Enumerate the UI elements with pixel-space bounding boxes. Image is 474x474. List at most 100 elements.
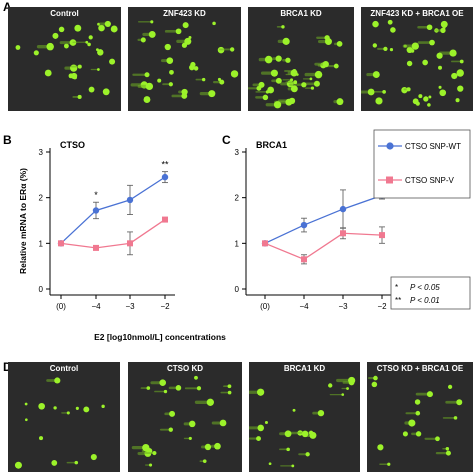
comet-head bbox=[447, 384, 453, 389]
data-point bbox=[340, 230, 346, 237]
comet-head bbox=[301, 82, 307, 88]
comet-image-control-a: Control bbox=[8, 7, 121, 111]
comet-head bbox=[438, 65, 443, 70]
comet-head bbox=[230, 70, 239, 78]
y-tick-label: 0 bbox=[235, 285, 240, 294]
comet-image-ctso-kd: CTSO KD bbox=[128, 362, 242, 472]
significance-symbol: * bbox=[395, 283, 398, 292]
significance-text: P < 0.05 bbox=[410, 283, 440, 292]
comet-head bbox=[428, 95, 432, 99]
comet-head bbox=[282, 37, 290, 45]
comet-head bbox=[181, 42, 188, 48]
series-line-1 bbox=[60, 219, 166, 249]
comet-dots bbox=[361, 19, 464, 107]
comet-head bbox=[149, 463, 153, 467]
comet-head bbox=[219, 419, 227, 427]
comet-head bbox=[188, 36, 192, 39]
comet-head bbox=[206, 398, 214, 406]
data-point bbox=[58, 240, 64, 247]
comet-head bbox=[275, 55, 282, 62]
significance-symbol: ** bbox=[395, 296, 401, 305]
comet-head bbox=[54, 377, 61, 384]
comet-head bbox=[275, 77, 282, 84]
comet-head bbox=[96, 68, 100, 71]
comet-head bbox=[189, 64, 195, 71]
comet-head bbox=[25, 418, 28, 422]
comet-head bbox=[264, 420, 268, 425]
comet-head bbox=[142, 443, 150, 452]
comet-dots bbox=[131, 375, 232, 467]
comet-head bbox=[201, 77, 206, 82]
x-tick-label: (0) bbox=[56, 302, 66, 311]
x-tick-label: −2 bbox=[160, 302, 170, 311]
comet-head bbox=[194, 375, 198, 380]
chart-title: BRCA1 bbox=[256, 140, 287, 150]
comet-head bbox=[143, 96, 151, 103]
comet-head bbox=[273, 101, 282, 109]
data-point bbox=[379, 232, 385, 239]
significance-mark: * bbox=[94, 190, 98, 200]
significance-legend: * P < 0.05 ** P < 0.01 bbox=[390, 276, 471, 310]
comet-head bbox=[166, 57, 174, 64]
comet-head bbox=[281, 25, 285, 29]
data-point bbox=[127, 240, 133, 247]
comet-head bbox=[453, 416, 458, 420]
comet-head bbox=[449, 49, 457, 57]
comet-head bbox=[33, 50, 39, 56]
image-label: Control bbox=[50, 9, 79, 18]
comet-head bbox=[383, 46, 388, 52]
comet-head bbox=[336, 98, 344, 106]
comet-head bbox=[406, 60, 413, 67]
comet-head bbox=[168, 82, 173, 87]
comet-head bbox=[285, 57, 291, 63]
comet-head bbox=[317, 409, 325, 417]
comet-head bbox=[72, 75, 77, 80]
comet-head bbox=[445, 450, 451, 456]
comet-head bbox=[193, 66, 199, 71]
comet-head bbox=[212, 21, 216, 26]
comet-head bbox=[75, 406, 79, 410]
x-tick-label: −2 bbox=[377, 302, 387, 311]
data-point bbox=[262, 240, 268, 247]
x-tick-label: −4 bbox=[299, 302, 309, 311]
comet-head bbox=[101, 404, 105, 409]
comet-head bbox=[182, 22, 189, 29]
comet-head bbox=[439, 89, 447, 97]
series-line-1 bbox=[264, 232, 383, 261]
comet-head bbox=[426, 24, 433, 31]
comet-head bbox=[148, 30, 156, 38]
comet-head bbox=[152, 451, 157, 456]
x-tick-label: −3 bbox=[338, 302, 348, 311]
comet-head bbox=[290, 85, 298, 93]
comet-head bbox=[290, 69, 298, 77]
comet-head bbox=[292, 408, 296, 412]
chart-title: CTSO bbox=[60, 140, 85, 150]
comet-head bbox=[74, 460, 79, 465]
comet-head bbox=[256, 388, 265, 396]
comet-head bbox=[418, 94, 423, 99]
comet-head bbox=[375, 97, 383, 105]
comet-head bbox=[58, 26, 65, 33]
comet-dots bbox=[368, 375, 463, 466]
comet-head bbox=[377, 444, 384, 451]
comet-head bbox=[219, 79, 225, 85]
comet-head bbox=[157, 78, 162, 83]
comet-head bbox=[77, 94, 82, 100]
comet-head bbox=[341, 393, 345, 396]
comet-head bbox=[95, 48, 99, 52]
comet-dots bbox=[15, 20, 118, 100]
comet-head bbox=[429, 39, 435, 46]
data-point bbox=[300, 221, 308, 229]
comet-head bbox=[66, 411, 70, 415]
comet-head bbox=[411, 42, 419, 50]
comet-head bbox=[227, 390, 232, 395]
comet-head bbox=[181, 88, 188, 96]
comet-head bbox=[367, 88, 375, 96]
y-tick-label: 2 bbox=[235, 194, 240, 203]
comet-head bbox=[51, 460, 58, 466]
comet-head bbox=[415, 431, 422, 437]
comet-head bbox=[309, 431, 317, 439]
comet-head bbox=[387, 19, 393, 25]
image-label: Control bbox=[49, 364, 79, 373]
